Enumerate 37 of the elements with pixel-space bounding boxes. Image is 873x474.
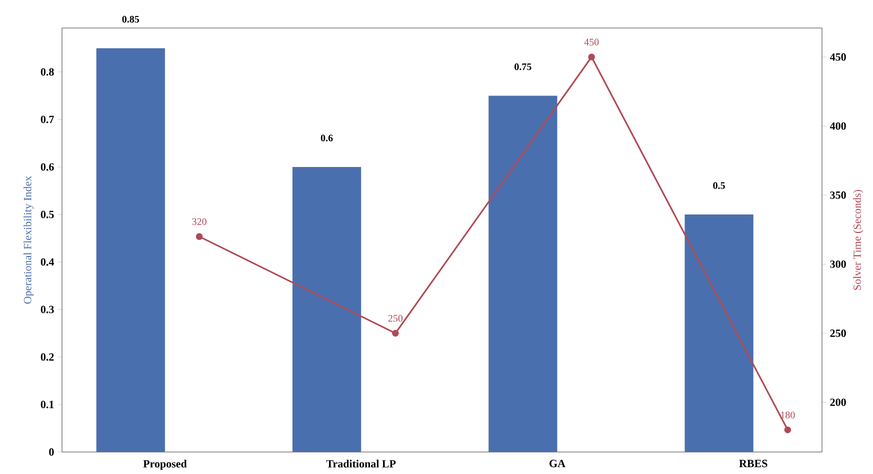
y-tick-label: 0.7 — [40, 116, 54, 124]
point — [392, 330, 399, 337]
y-tick-label: 0.2 — [40, 353, 54, 361]
point — [784, 426, 792, 434]
y-tick-label: 0 — [49, 448, 54, 456]
y-tick-label: 0.6 — [40, 163, 54, 171]
x-tick-label: GA — [550, 460, 566, 468]
y-axis-title: Operational Flexibility Index — [24, 176, 34, 304]
data-label: 0.6 — [320, 134, 333, 142]
data-label: 250 — [388, 314, 403, 322]
y-tick-label: 0.8 — [40, 68, 54, 76]
data-label: 0.75 — [514, 63, 532, 70]
y-tick-label: 0.3 — [40, 306, 54, 314]
y2-tick-label: 450 — [830, 53, 846, 61]
x-tick-label: Proposed — [143, 460, 187, 470]
data-label: 180 — [781, 412, 795, 418]
data-label: 0.85 — [122, 16, 140, 23]
data-label: 320 — [192, 218, 206, 226]
point — [588, 54, 595, 60]
y-tick-label: 0.1 — [40, 400, 54, 408]
point — [196, 233, 203, 240]
y2-tick-label: 400 — [830, 122, 846, 130]
y-tick-label: 0.4 — [40, 258, 54, 266]
bar — [488, 96, 558, 452]
x-tick-label: RBES — [739, 460, 768, 468]
bar — [96, 48, 165, 452]
y2-tick-label: 300 — [830, 260, 846, 268]
y2-tick-label: 250 — [830, 330, 846, 337]
data-label: 450 — [584, 38, 599, 46]
y2-tick-label: 200 — [830, 398, 846, 406]
y2-axis-title: Solver Time (Seconds) — [853, 190, 864, 290]
x-tick-label: Traditional LP — [326, 460, 396, 468]
y2-tick-label: 350 — [830, 191, 846, 199]
bar — [292, 166, 362, 452]
bar — [684, 214, 754, 452]
data-label: 0.5 — [713, 182, 725, 189]
y-tick-label: 0.5 — [40, 210, 54, 218]
